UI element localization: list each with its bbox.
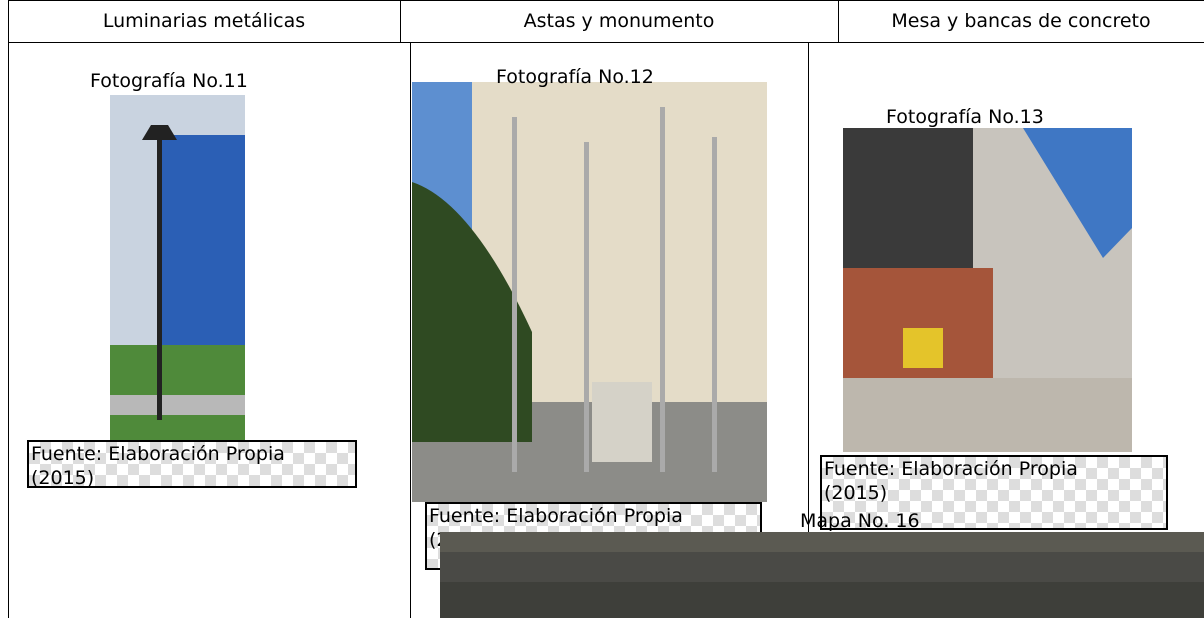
source-line: (2015) (31, 467, 95, 489)
photo (843, 128, 1132, 452)
table-border (8, 0, 1204, 1)
header: Astas y monumento (523, 10, 715, 32)
table-border (410, 42, 411, 618)
table-border (808, 42, 809, 532)
header: Luminarias metálicas (102, 10, 306, 32)
source-box: Fuente: Elaboración Propia (2015) (27, 440, 357, 489)
source-line: (2015) (824, 482, 888, 504)
table-border (8, 0, 9, 618)
table-border (838, 0, 839, 42)
caption: Fotografía No.11 (90, 70, 248, 92)
photo (110, 95, 245, 452)
source-line: Fuente: Elaboración Propia (429, 505, 683, 527)
source-line: Fuente: Elaboración Propia (31, 443, 285, 465)
source-box: Fuente: Elaboración Propia (2015) (820, 455, 1168, 530)
table-border (400, 0, 401, 42)
header: Mesa y bancas de concreto (891, 10, 1151, 32)
caption: Fotografía No.13 (886, 106, 1044, 128)
caption: Fotografía No.12 (496, 66, 654, 88)
source-line: Fuente: Elaboración Propia (824, 458, 1078, 480)
table-border (8, 42, 1204, 43)
map-caption: Mapa No. 16 (800, 510, 920, 532)
photo (412, 82, 767, 502)
map-image (440, 532, 1204, 618)
